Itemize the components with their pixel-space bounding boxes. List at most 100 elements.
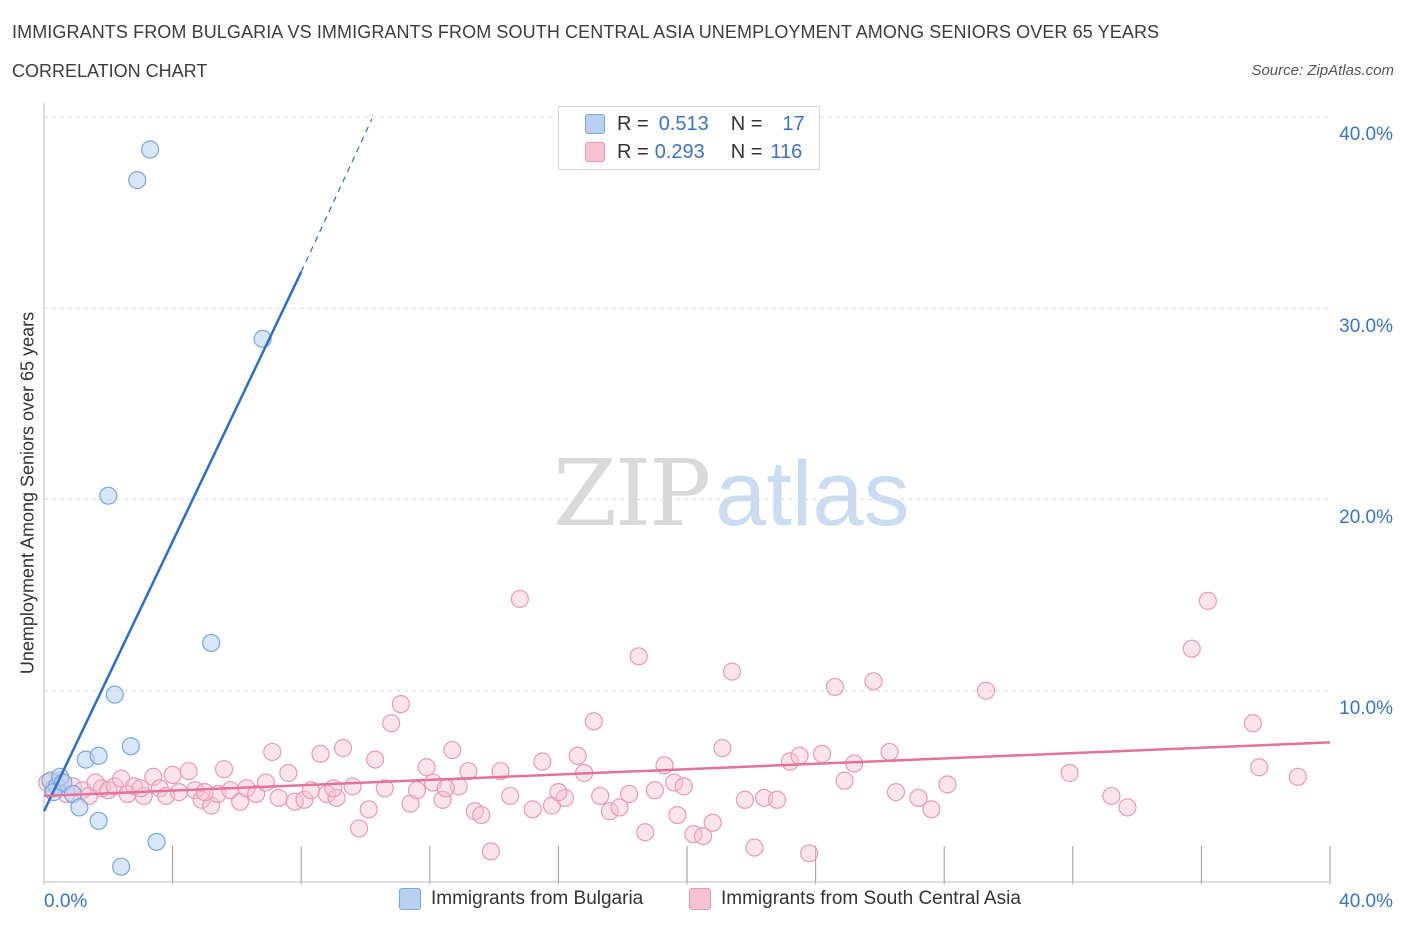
data-point-south-central-asia — [922, 800, 941, 819]
data-point-south-central-asia — [163, 765, 182, 785]
data-point-south-central-asia — [391, 695, 410, 714]
data-point-south-central-asia — [349, 819, 369, 838]
legend-swatch-south-central-asia — [585, 142, 605, 162]
data-point-south-central-asia — [179, 761, 198, 781]
data-point-south-central-asia — [790, 746, 809, 765]
data-point-south-central-asia — [825, 677, 844, 697]
data-point-south-central-asia — [256, 773, 275, 792]
bottom-legend-swatch-bulgaria — [399, 888, 421, 910]
legend-r-label: R = — [617, 140, 649, 163]
data-point-bulgaria — [112, 857, 131, 876]
data-point-south-central-asia — [124, 777, 144, 796]
data-point-south-central-asia — [327, 788, 346, 807]
legend-row-bulgaria: R = 0.513 N = 17 — [585, 111, 805, 137]
data-point-south-central-asia — [1060, 763, 1079, 783]
data-point-south-central-asia — [713, 739, 732, 758]
data-point-south-central-asia — [279, 763, 298, 783]
trend-line-bulgaria — [42, 271, 303, 812]
watermark-atlas: atlas — [715, 443, 910, 545]
data-point-south-central-asia — [144, 767, 163, 786]
data-point-south-central-asia — [501, 786, 520, 806]
data-point-south-central-asia — [549, 783, 568, 802]
correlation-legend: R = 0.513 N = 17 R = 0.293 N = 116 — [558, 106, 820, 170]
data-point-south-central-asia — [359, 800, 378, 819]
data-point-south-central-asia — [745, 838, 764, 857]
bulgaria-points — [41, 140, 272, 876]
data-point-south-central-asia — [938, 775, 957, 794]
bottom-legend-south-central-asia: Immigrants from South Central Asia — [689, 888, 1021, 910]
legend-swatch-bulgaria — [585, 114, 605, 134]
trend-lines — [42, 118, 1331, 812]
data-point-south-central-asia — [636, 823, 655, 842]
data-point-bulgaria — [89, 746, 108, 765]
data-point-south-central-asia — [735, 790, 754, 809]
data-point-south-central-asia — [366, 750, 385, 769]
data-point-south-central-asia — [909, 788, 928, 807]
data-point-south-central-asia — [1198, 591, 1217, 610]
data-point-bulgaria — [99, 486, 118, 505]
data-point-south-central-asia — [1243, 714, 1262, 733]
data-point-south-central-asia — [886, 783, 906, 802]
data-point-south-central-asia — [674, 777, 693, 796]
watermark: ZIPatlas — [553, 440, 910, 547]
data-point-south-central-asia — [491, 761, 510, 781]
legend-n-value: 116 — [770, 140, 803, 163]
data-point-south-central-asia — [767, 790, 787, 809]
legend-n-label: N = — [730, 112, 763, 135]
legend-n-label: N = — [730, 140, 763, 163]
data-point-south-central-asia — [835, 771, 854, 790]
data-point-south-central-asia — [584, 712, 603, 731]
data-point-south-central-asia — [324, 779, 343, 798]
data-point-south-central-asia — [343, 777, 362, 796]
data-point-south-central-asia — [510, 589, 529, 609]
data-point-south-central-asia — [1250, 758, 1269, 777]
chart-title: IMMIGRANTS FROM BULGARIA VS IMMIGRANTS F… — [12, 22, 1160, 42]
y-tick-label-30: 30.0% — [1339, 316, 1393, 337]
data-point-south-central-asia — [417, 758, 436, 777]
tick-labels: 40.0% 30.0% 20.0% 10.0% 0.0% 40.0% — [44, 124, 1393, 912]
data-point-south-central-asia — [311, 744, 330, 763]
y-tick-label-10: 10.0% — [1339, 698, 1393, 719]
data-point-south-central-asia — [812, 744, 832, 763]
data-point-south-central-asia — [620, 784, 639, 804]
data-point-south-central-asia — [443, 740, 462, 760]
data-point-south-central-asia — [1288, 767, 1307, 786]
data-point-south-central-asia — [880, 742, 899, 762]
bottom-legend-label-bulgaria: Immigrants from Bulgaria — [431, 888, 644, 909]
data-point-bulgaria — [140, 140, 160, 159]
data-point-south-central-asia — [169, 783, 189, 802]
x-tick-label-right: 40.0% — [1339, 891, 1393, 912]
data-point-south-central-asia — [214, 760, 234, 779]
data-point-south-central-asia — [472, 805, 491, 825]
legend-n-value: 17 — [782, 112, 805, 135]
bottom-legend-swatch-south-central-asia — [689, 888, 711, 910]
data-point-south-central-asia — [665, 773, 684, 792]
data-point-south-central-asia — [459, 761, 478, 781]
data-point-bulgaria — [105, 685, 124, 704]
data-point-south-central-asia — [976, 681, 996, 700]
chart-subtitle: CORRELATION CHART — [12, 61, 208, 81]
data-point-south-central-asia — [523, 800, 542, 819]
data-point-bulgaria — [202, 633, 221, 653]
south-central-asia-points — [38, 589, 1307, 863]
data-point-south-central-asia — [693, 826, 713, 846]
legend-row-south-central-asia: R = 0.293 N = 116 — [585, 139, 802, 165]
legend-r-label: R = — [617, 112, 649, 135]
data-point-south-central-asia — [1182, 639, 1201, 658]
data-point-south-central-asia — [1102, 786, 1121, 806]
data-point-south-central-asia — [375, 779, 394, 798]
data-point-bulgaria — [128, 171, 147, 190]
data-point-south-central-asia — [436, 779, 455, 798]
data-point-south-central-asia — [629, 647, 648, 666]
data-point-south-central-asia — [610, 798, 629, 817]
axes — [43, 103, 1331, 885]
trend-line-south-central-asia — [43, 741, 1331, 798]
watermark-zip: ZIP — [553, 440, 711, 547]
data-point-south-central-asia — [433, 790, 452, 809]
data-point-south-central-asia — [600, 802, 619, 821]
data-point-south-central-asia — [263, 742, 282, 762]
data-point-south-central-asia — [333, 739, 353, 758]
bottom-legend-bulgaria: Immigrants from Bulgaria — [399, 888, 643, 910]
data-point-south-central-asia — [568, 746, 587, 765]
